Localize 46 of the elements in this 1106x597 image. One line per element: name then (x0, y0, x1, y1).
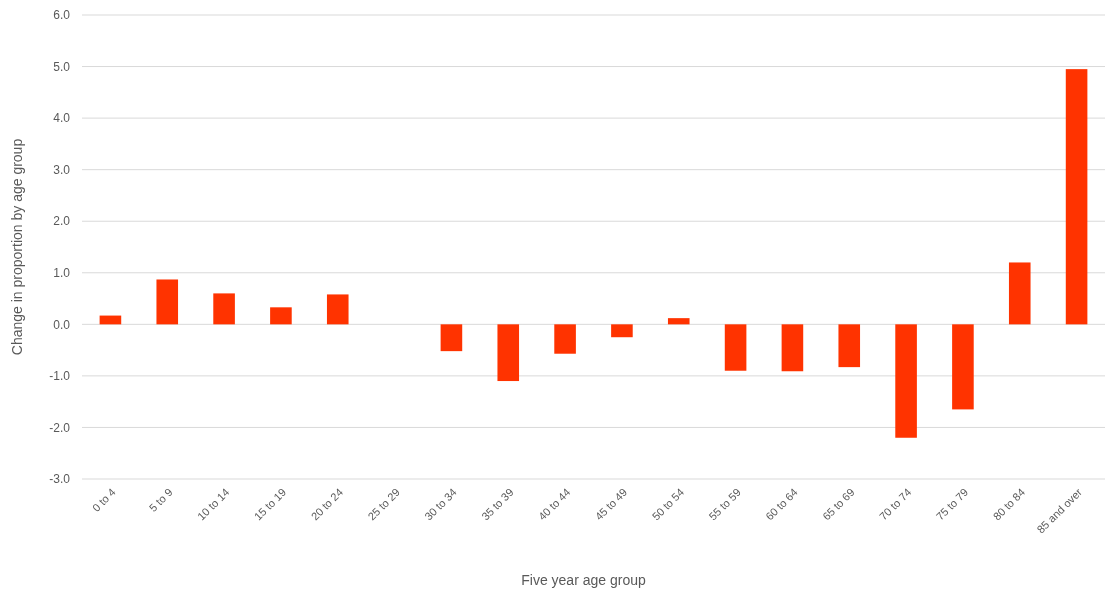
y-tick-label: 4.0 (53, 111, 71, 126)
y-axis-title: Change in proportion by age group (9, 138, 25, 356)
x-tick-label: 5 to 9 (146, 485, 175, 514)
bar (554, 324, 576, 354)
x-tick-label: 0 to 4 (89, 485, 118, 514)
x-tick-label: 15 to 19 (251, 485, 289, 523)
bar (270, 307, 292, 325)
y-tick-label: 2.0 (53, 214, 71, 229)
x-tick-label: 50 to 54 (649, 485, 687, 523)
x-tick-label: 65 to 69 (820, 485, 857, 523)
x-tick-label: 45 to 49 (592, 485, 630, 523)
y-tick-label: 6.0 (53, 8, 71, 23)
bar (326, 294, 349, 325)
bar (781, 324, 804, 372)
x-tick-label: 85 and over (1034, 485, 1085, 536)
y-tick-label: -1.0 (49, 369, 71, 384)
y-tick-label: -3.0 (49, 472, 71, 487)
bar (611, 324, 633, 338)
x-tick-label: 10 to 14 (194, 485, 232, 523)
bar (952, 324, 974, 410)
bar (667, 318, 690, 325)
bar (1008, 262, 1031, 325)
x-tick-label: 80 to 84 (990, 485, 1028, 523)
x-tick-label: 60 to 64 (763, 485, 800, 523)
bar (497, 324, 520, 382)
bar (724, 324, 747, 371)
x-tick-label: 40 to 44 (535, 485, 573, 523)
x-tick-label: 75 to 79 (933, 485, 971, 523)
x-tick-label: 35 to 39 (479, 485, 516, 523)
bar (213, 293, 235, 325)
y-tick-label: 5.0 (53, 59, 71, 74)
y-tick-label: 1.0 (53, 265, 71, 280)
y-tick-label: 0.0 (53, 317, 71, 332)
x-tick-label: 55 to 59 (706, 485, 743, 523)
bar (1065, 69, 1088, 325)
x-tick-label: 25 to 29 (365, 485, 402, 523)
y-tick-label: -2.0 (49, 420, 71, 435)
x-axis-title: Five year age group (521, 572, 646, 588)
bar (895, 324, 917, 438)
bar (440, 324, 463, 352)
y-tick-label: 3.0 (53, 162, 71, 177)
x-tick-label: 30 to 34 (422, 485, 459, 523)
x-tick-label: 20 to 24 (308, 485, 346, 523)
bar (156, 279, 179, 325)
x-tick-label: 70 to 74 (876, 485, 914, 523)
bar (838, 324, 861, 368)
